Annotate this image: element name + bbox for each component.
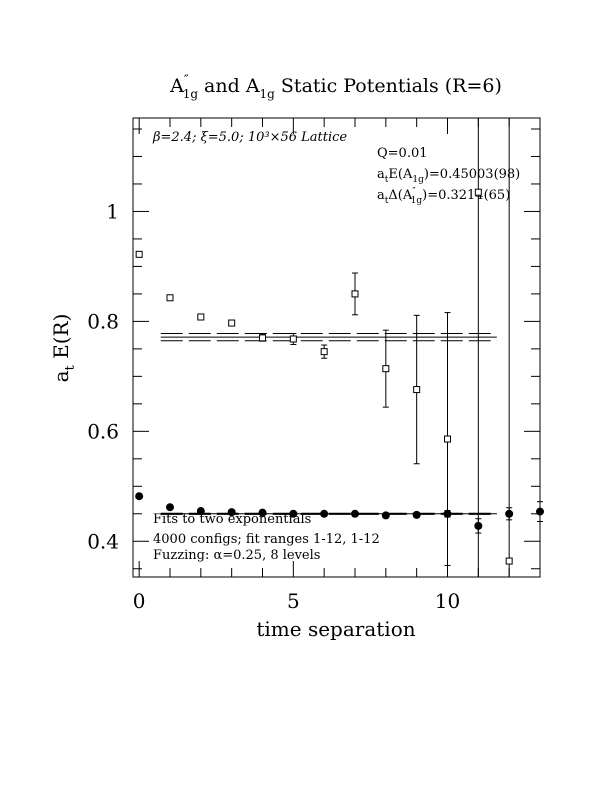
open-square-point	[166, 294, 174, 302]
y-axis-label: at E(R)	[49, 314, 78, 383]
filled-circle-point	[443, 509, 452, 518]
title-part1-sub: 1g	[183, 87, 199, 101]
title-end: Static Potentials (R=6)	[275, 75, 502, 97]
y-label-sub: t	[63, 364, 78, 370]
x-tick-label: 10	[435, 589, 460, 613]
x-tick-label: 5	[287, 589, 300, 613]
lattice-info: β=2.4; ξ=5.0; 10³×56 Lattice	[152, 130, 347, 145]
y-label-main: a	[49, 370, 73, 382]
filled-circle-point	[320, 509, 329, 518]
y-label-rest: E(R)	[49, 314, 73, 366]
open-square-point	[320, 348, 328, 356]
open-square-point	[474, 188, 482, 196]
open-square-point	[135, 250, 143, 258]
filled-circle-point	[412, 510, 421, 519]
fit-desc-3: Fuzzing: α=0.25, 8 levels	[153, 548, 320, 563]
filled-circle-point	[166, 503, 174, 512]
y-tick-label: 0.4	[87, 529, 119, 553]
filled-circle-point	[196, 507, 205, 516]
fit-energy: atE(A1g)=0.45003(98)	[377, 167, 520, 185]
open-square-point	[228, 319, 236, 327]
filled-circle-point	[505, 509, 514, 518]
error-bars	[167, 118, 543, 577]
filled-circle-point	[227, 508, 236, 517]
plot-frame	[132, 117, 541, 578]
title-mid-sub: 1g	[260, 87, 276, 101]
filled-circle-point	[351, 509, 359, 518]
filled-circle-point	[536, 507, 544, 516]
y-tick-label: 0.6	[87, 419, 119, 443]
fit-lines	[160, 332, 497, 515]
fit-desc-1: Fits to two exponentials	[153, 512, 311, 527]
open-square-point	[413, 386, 421, 394]
fit-desc-2: 4000 configs; fit ranges 1-12, 1-12	[153, 532, 380, 547]
y-tick-labels: 0.4 0.6 0.8 1	[87, 199, 119, 553]
open-square-point	[382, 365, 390, 373]
x-tick-label: 0	[133, 589, 146, 613]
axis-ticks	[133, 118, 541, 577]
open-square-point	[351, 290, 359, 298]
y-tick-label: 0.8	[87, 309, 119, 333]
filled-circle-point	[135, 492, 144, 501]
title-part1: A	[169, 75, 184, 97]
x-axis-label: time separation	[256, 617, 415, 641]
fit-gap: atΔ(A″ 1g)=0.3214(65)	[377, 187, 510, 206]
title-mid: and A	[198, 75, 260, 97]
filled-circle-point	[474, 521, 483, 530]
open-square-point	[505, 557, 513, 565]
chart-title: A″ 1g and A1g Static Potentials (R=6)	[169, 73, 502, 101]
filled-circle-point	[289, 509, 298, 518]
y-tick-label: 1	[106, 199, 119, 223]
filled-circle-point	[381, 511, 390, 520]
data-points	[135, 188, 544, 565]
fit-q: Q=0.01	[377, 146, 428, 161]
open-square-point	[444, 435, 451, 443]
filled-circle-point	[258, 508, 267, 517]
open-square-point	[289, 335, 297, 343]
x-tick-labels: 0 5 10	[133, 589, 460, 613]
title-part1-sup: ″	[184, 73, 189, 88]
open-square-point	[259, 334, 266, 342]
open-square-point	[197, 313, 205, 321]
